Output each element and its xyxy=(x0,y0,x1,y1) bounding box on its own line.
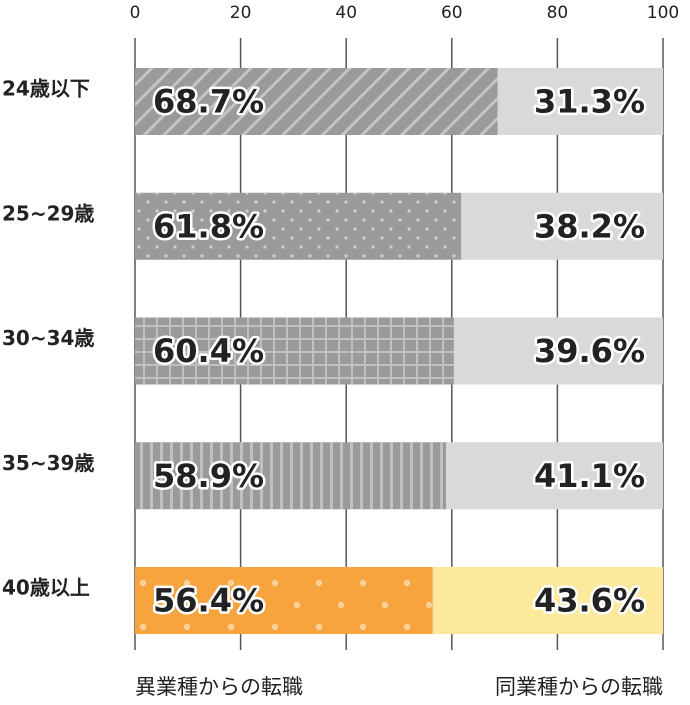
y-tick-label: 40歳以上 xyxy=(2,576,90,600)
bars xyxy=(135,68,663,634)
value-label: 61.8% xyxy=(153,207,264,245)
bar xyxy=(461,192,663,260)
x-tick-label: 100 xyxy=(647,3,679,23)
value-label: 68.7% xyxy=(153,83,264,121)
value-label: 58.9% xyxy=(153,457,264,495)
x-tick-label: 80 xyxy=(547,3,569,23)
x-tick-label: 60 xyxy=(441,3,463,23)
bar xyxy=(453,317,663,385)
y-tick-label: 24歳以下 xyxy=(2,77,90,101)
y-tick-label: 35~39歳 xyxy=(2,451,94,475)
value-label: 56.4% xyxy=(153,582,264,620)
bar-texture xyxy=(135,68,498,135)
legend-label: 異業種からの転職 xyxy=(135,675,303,699)
value-label: 31.3% xyxy=(534,83,645,121)
value-label: 43.6% xyxy=(534,582,645,620)
value-label: 38.2% xyxy=(534,207,645,245)
value-label: 60.4% xyxy=(153,332,264,370)
x-tick-label: 20 xyxy=(230,3,252,23)
bar-texture xyxy=(135,192,462,260)
bar xyxy=(497,68,663,135)
y-tick-label: 30~34歳 xyxy=(2,326,94,350)
bar xyxy=(432,567,663,634)
bar-texture xyxy=(135,442,446,510)
legend-label: 同業種からの転職 xyxy=(495,675,663,699)
value-label: 41.1% xyxy=(534,457,645,495)
x-tick-label: 40 xyxy=(335,3,357,23)
bar xyxy=(445,442,663,510)
bar-texture xyxy=(135,317,454,385)
value-label: 39.6% xyxy=(534,332,645,370)
y-tick-label: 25~29歳 xyxy=(2,201,94,225)
x-tick-label: 0 xyxy=(130,3,141,23)
bar-texture xyxy=(135,567,433,634)
